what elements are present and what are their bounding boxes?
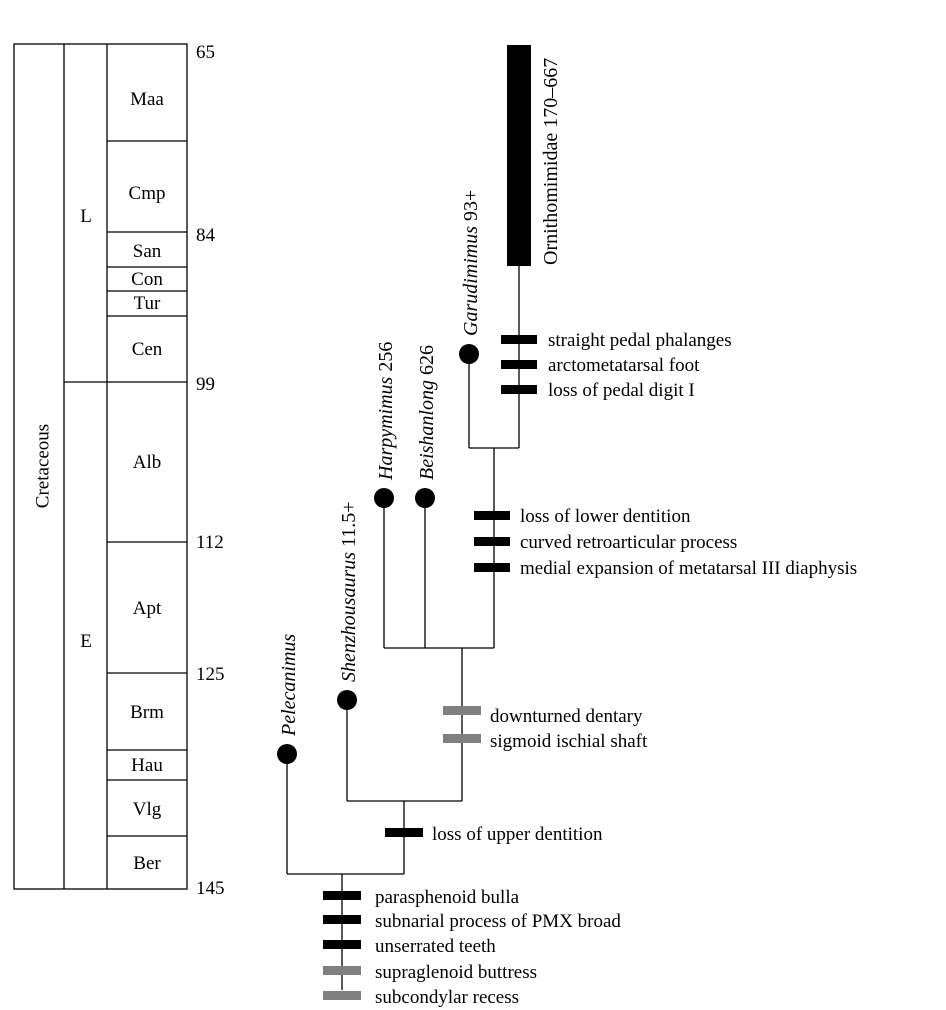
stage-label: Maa — [130, 89, 164, 110]
age-label: 84 — [196, 225, 216, 246]
character-group-ornithomimidae: straight pedal phalanges arctometatarsal… — [501, 330, 732, 401]
character-label: medial expansion of metatarsal III diaph… — [520, 558, 857, 579]
stage-label: Brm — [130, 702, 164, 723]
taxon-markers — [277, 344, 479, 764]
stage-label: Ber — [133, 853, 161, 874]
stage-label: Con — [131, 269, 163, 290]
character-label: downturned dentary — [490, 706, 643, 727]
cladogram-branches — [286, 266, 520, 990]
stage-label: Vlg — [133, 799, 162, 820]
character-label: loss of upper dentition — [432, 824, 603, 845]
geologic-timescale: Cretaceous L E Maa Cmp San Con Tur Cen A… — [13, 42, 225, 899]
synapomorphy-bar — [474, 563, 510, 572]
stage-label: San — [133, 241, 162, 262]
beishanlong-marker — [415, 488, 435, 508]
homoplasy-bar — [323, 991, 361, 1000]
homoplasy-bar — [323, 966, 361, 975]
character-label: curved retroarticular process — [520, 532, 737, 553]
age-label: 125 — [196, 664, 225, 685]
character-label: loss of lower dentition — [520, 506, 691, 527]
stage-boundaries — [107, 140, 187, 837]
epoch-label-late: L — [80, 206, 92, 227]
homoplasy-bar — [443, 734, 481, 743]
taxon-label-pelecanimus: Pelecanimus — [278, 634, 300, 737]
age-label: 145 — [196, 878, 225, 899]
taxon-label-beishanlong: Beishanlong 626 — [416, 345, 438, 480]
character-label: unserrated teeth — [375, 936, 496, 957]
character-label: loss of pedal digit I — [548, 380, 695, 401]
harpymimus-marker — [374, 488, 394, 508]
pelecanimus-marker — [277, 744, 297, 764]
taxon-label-shenzhousaurus: Shenzhousaurus 11.5+ — [338, 501, 360, 682]
stage-label: Tur — [134, 293, 161, 314]
character-label: arctometatarsal foot — [548, 355, 700, 376]
shenzhousaurus-marker — [337, 690, 357, 710]
synapomorphy-bar — [474, 511, 510, 520]
age-label: 65 — [196, 42, 215, 63]
character-label: supraglenoid buttress — [375, 962, 537, 983]
stage-label: Alb — [133, 452, 162, 473]
character-group-root: parasphenoid bulla subnarial process of … — [323, 887, 621, 1008]
synapomorphy-bar — [474, 537, 510, 546]
timescale-frame — [13, 43, 188, 890]
taxon-label-ornithomimidae: Ornithomimidae 170–667 — [540, 58, 562, 265]
epoch-label-early: E — [80, 631, 92, 652]
character-label: sigmoid ischial shaft — [490, 731, 648, 752]
synapomorphy-bar — [501, 360, 537, 369]
homoplasy-bar — [443, 706, 481, 715]
synapomorphy-bar — [323, 891, 361, 900]
age-label: 112 — [196, 532, 224, 553]
taxon-label-harpymimus: Harpymimus 256 — [375, 342, 397, 481]
synapomorphy-bar — [501, 385, 537, 394]
stage-label: Cen — [132, 339, 163, 360]
character-label: subcondylar recess — [375, 987, 519, 1008]
stage-label: Cmp — [129, 183, 166, 204]
garudimimus-marker — [459, 344, 479, 364]
synapomorphy-bar — [501, 335, 537, 344]
synapomorphy-bar — [323, 940, 361, 949]
taxon-label-garudimimus: Garudimimus 93+ — [460, 190, 482, 336]
synapomorphy-bar — [385, 828, 423, 837]
character-group-shenzhou-clade: loss of upper dentition — [385, 824, 603, 845]
character-label: parasphenoid bulla — [375, 887, 520, 908]
character-group-mid-clade: downturned dentary sigmoid ischial shaft — [443, 706, 648, 752]
synapomorphy-bar — [323, 915, 361, 924]
character-label: straight pedal phalanges — [548, 330, 732, 351]
ornithomimidae-range-bar — [507, 45, 531, 266]
character-label: subnarial process of PMX broad — [375, 911, 621, 932]
age-label: 99 — [196, 374, 215, 395]
stage-label: Hau — [131, 755, 163, 776]
stage-label: Apt — [133, 598, 162, 619]
period-label: Cretaceous — [32, 424, 53, 508]
character-group-upper-clade: loss of lower dentition curved retroarti… — [474, 506, 857, 579]
